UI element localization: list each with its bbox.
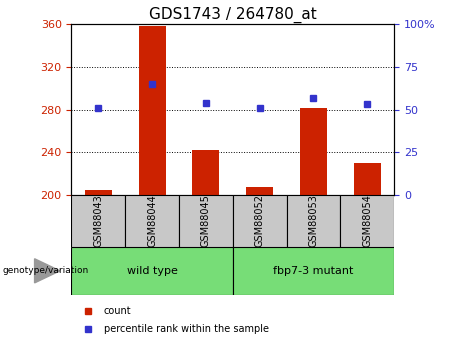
Bar [300,108,327,195]
Bar [139,26,165,195]
Bar [246,187,273,195]
Bar [179,195,233,247]
Text: GSM88053: GSM88053 [308,194,319,247]
Text: GSM88054: GSM88054 [362,194,372,247]
Bar [287,195,340,247]
Bar [233,195,287,247]
Polygon shape [35,259,60,283]
Bar [125,195,179,247]
Text: GSM88043: GSM88043 [93,195,103,247]
Text: percentile rank within the sample: percentile rank within the sample [104,324,269,334]
Bar [340,195,394,247]
Text: GSM88045: GSM88045 [201,194,211,247]
Title: GDS1743 / 264780_at: GDS1743 / 264780_at [149,7,317,23]
Text: genotype/variation: genotype/variation [2,266,89,275]
Bar [354,163,381,195]
Bar [193,150,219,195]
Bar [85,190,112,195]
Bar [71,195,125,247]
Text: fbp7-3 mutant: fbp7-3 mutant [273,266,354,276]
Text: GSM88044: GSM88044 [147,195,157,247]
Text: GSM88052: GSM88052 [254,194,265,247]
Bar [233,247,394,295]
Text: wild type: wild type [127,266,177,276]
Bar [71,247,233,295]
Text: count: count [104,306,131,316]
